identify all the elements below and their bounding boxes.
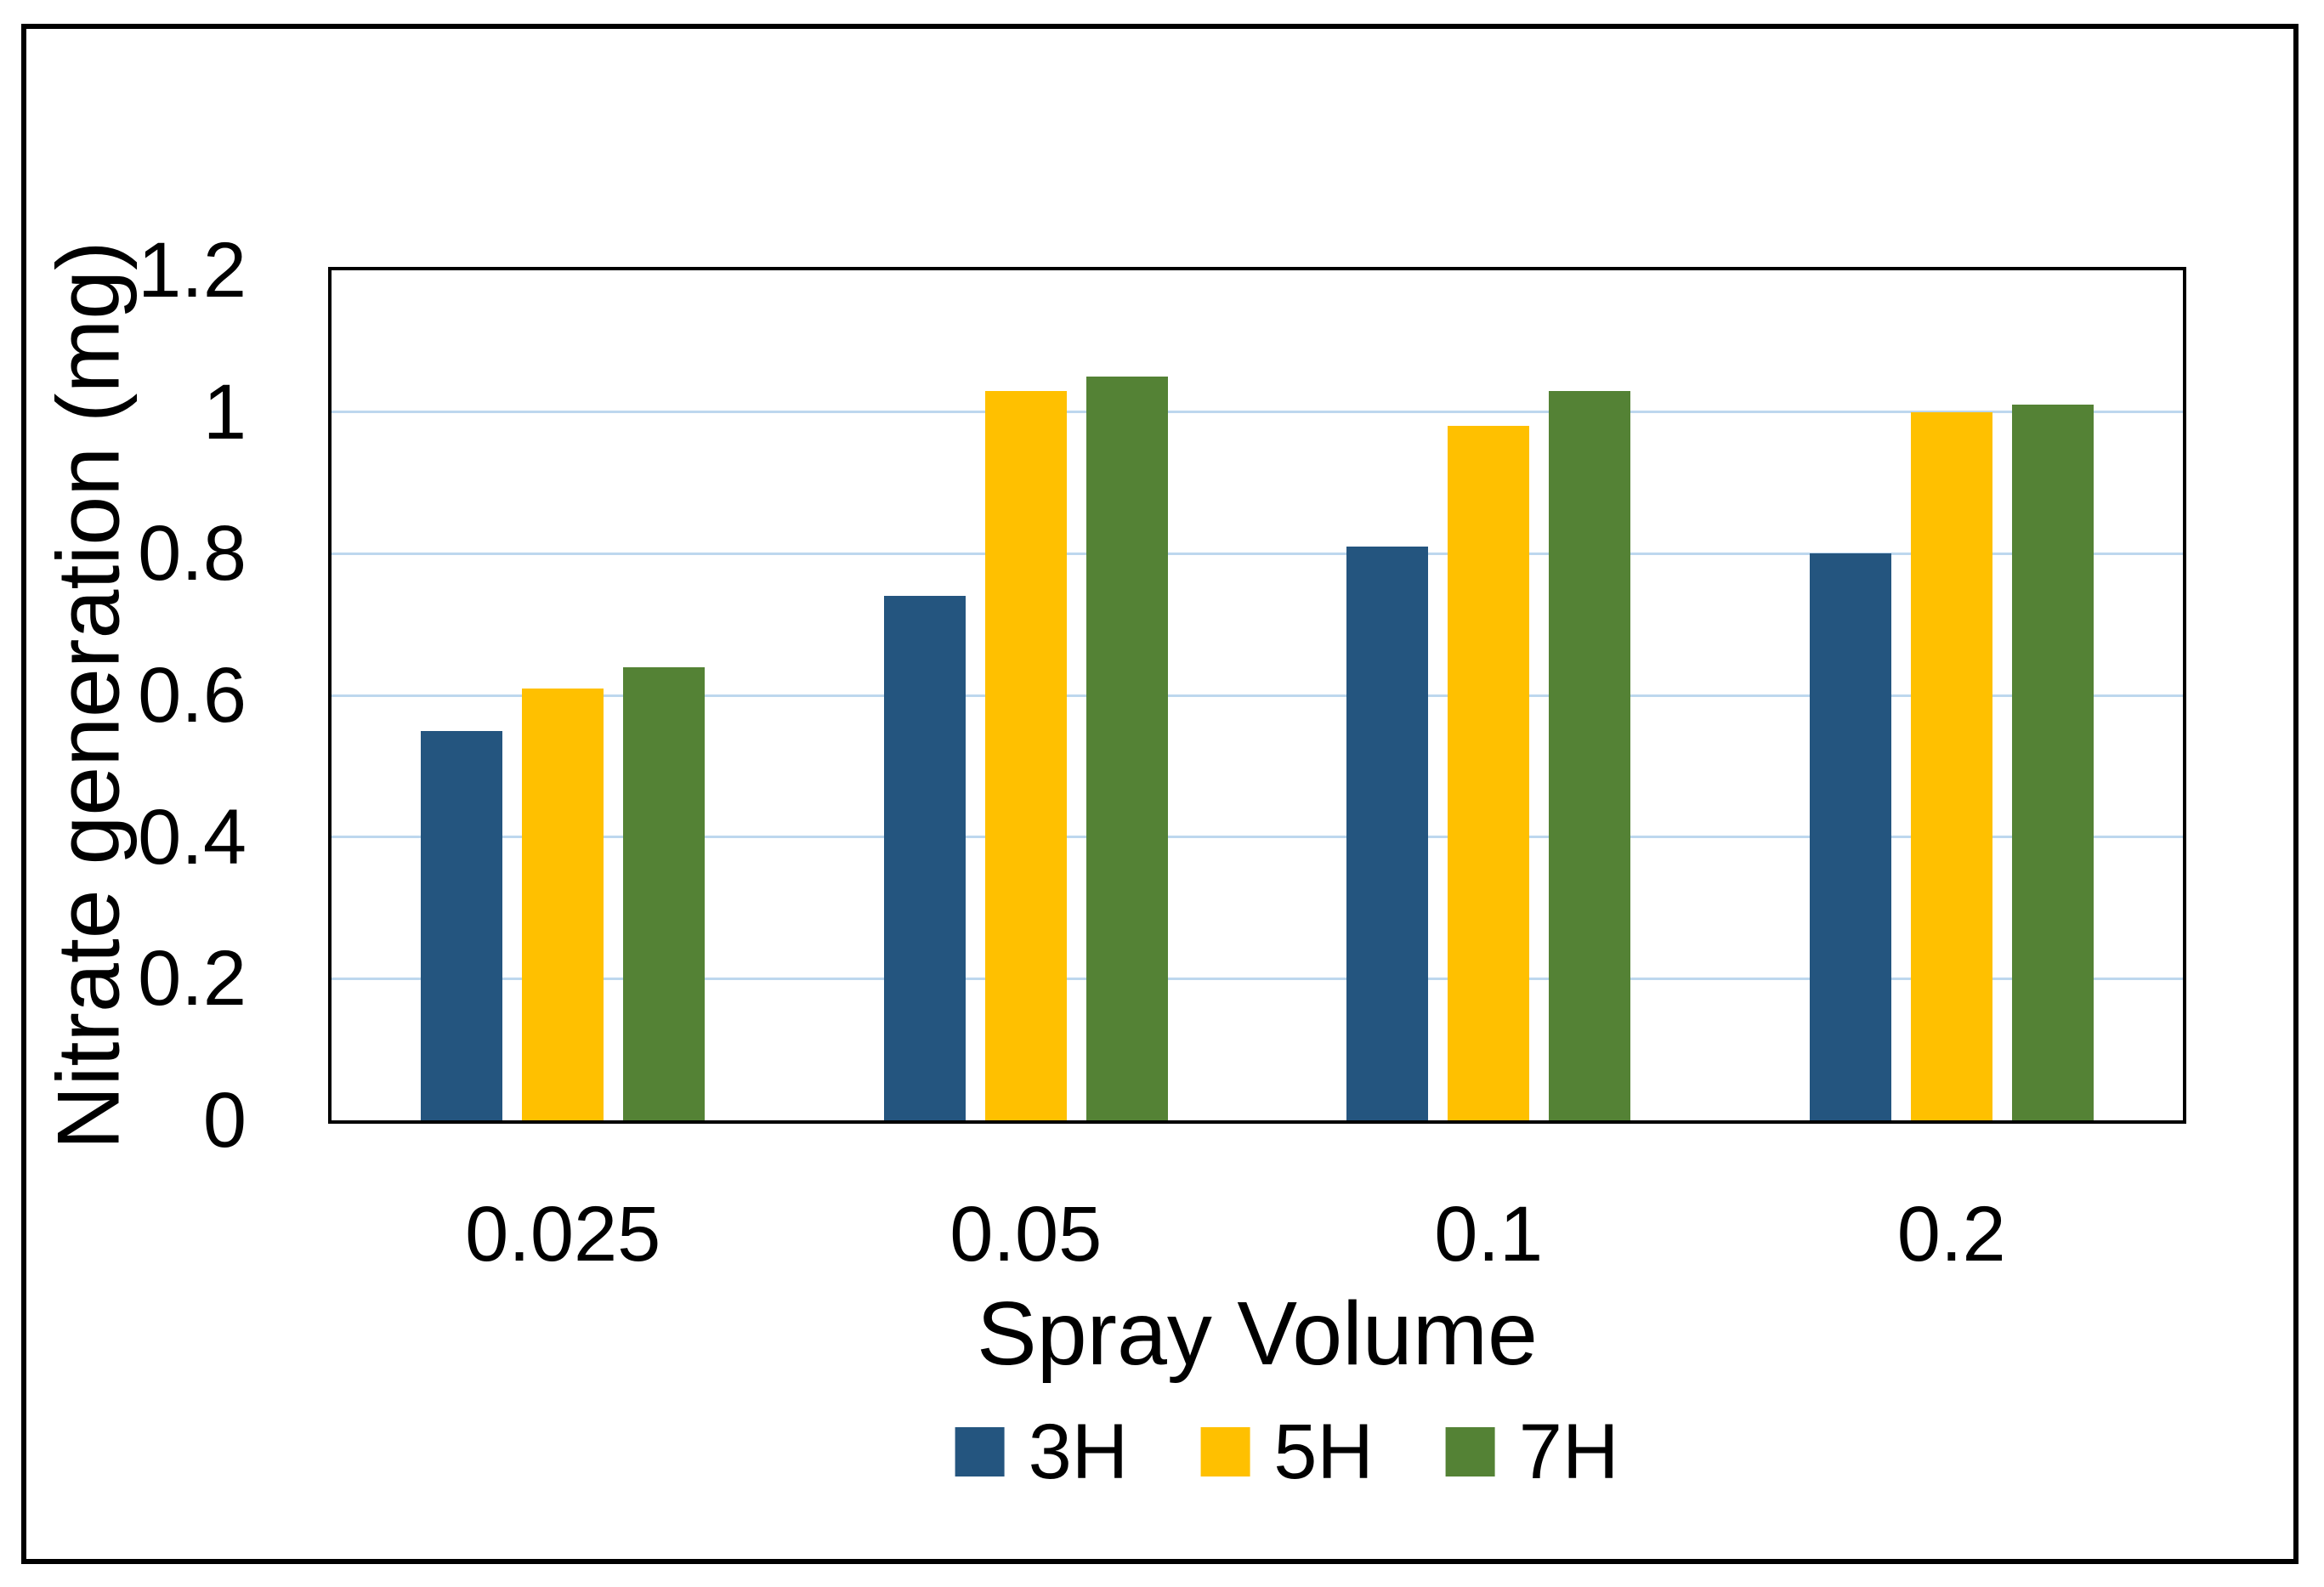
- bar-3H-0.025: [421, 731, 503, 1120]
- y-gridline-1: [332, 411, 2183, 414]
- y-tick-label-0.4: 0.4: [138, 793, 247, 881]
- y-gridline-0.2: [332, 977, 2183, 980]
- y-gridline-0.4: [332, 836, 2183, 839]
- y-tick-label-1: 1: [202, 368, 247, 456]
- legend-swatch-5H: [1200, 1427, 1250, 1476]
- y-gridline-0.6: [332, 694, 2183, 697]
- y-tick-label-0.8: 0.8: [138, 510, 247, 598]
- bar-3H-0.1: [1346, 547, 1429, 1120]
- legend-item-7H: 7H: [1445, 1408, 1619, 1495]
- y-gridline-0.8: [332, 552, 2183, 555]
- y-tick-label-0.6: 0.6: [138, 652, 247, 739]
- x-tick-label-0.1: 0.1: [1434, 1191, 1544, 1278]
- x-axis-title: Spray Volume: [977, 1284, 1538, 1384]
- bar-7H-0.025: [623, 667, 706, 1120]
- legend-item-3H: 3H: [955, 1408, 1129, 1495]
- x-tick-label-0.2: 0.2: [1896, 1191, 2006, 1278]
- legend: 3H 5H 7H: [955, 1408, 1619, 1495]
- bar-5H-0.2: [1910, 412, 1992, 1120]
- bar-7H-0.05: [1085, 377, 1168, 1120]
- bar-3H-0.2: [1809, 553, 1891, 1120]
- legend-swatch-7H: [1445, 1427, 1495, 1476]
- x-tick-label-0.025: 0.025: [465, 1191, 661, 1278]
- figure-border: [21, 24, 2298, 1564]
- bar-7H-0.2: [2011, 405, 2094, 1120]
- bar-5H-0.05: [984, 391, 1067, 1120]
- legend-label-3H: 3H: [1028, 1408, 1129, 1495]
- bar-7H-0.1: [1549, 391, 1631, 1120]
- legend-label-5H: 5H: [1273, 1408, 1374, 1495]
- legend-label-7H: 7H: [1518, 1408, 1619, 1495]
- legend-swatch-3H: [955, 1427, 1005, 1476]
- bar-3H-0.05: [883, 596, 966, 1120]
- x-tick-label-0.05: 0.05: [949, 1191, 1102, 1278]
- y-tick-label-0.2: 0.2: [138, 935, 247, 1023]
- bar-5H-0.1: [1448, 426, 1530, 1120]
- legend-item-5H: 5H: [1200, 1413, 1374, 1491]
- y-tick-label-1.2: 1.2: [138, 227, 247, 314]
- plot-area: [328, 267, 2186, 1124]
- bar-5H-0.025: [522, 689, 604, 1120]
- y-tick-label-0: 0: [202, 1077, 247, 1164]
